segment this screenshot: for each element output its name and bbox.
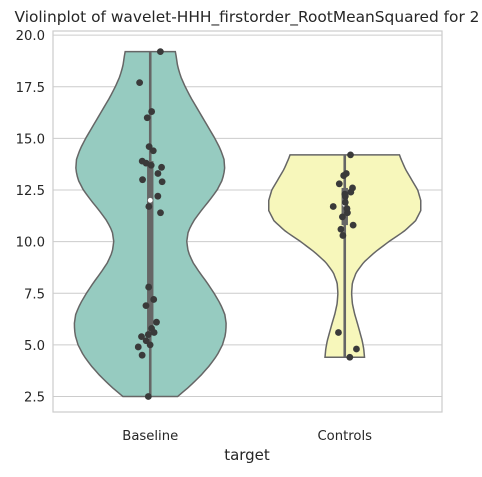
x-axis-label: target xyxy=(224,446,270,464)
data-point xyxy=(147,341,154,348)
data-point xyxy=(336,180,343,187)
data-point xyxy=(148,108,155,115)
data-point xyxy=(145,203,152,210)
data-point xyxy=(338,226,345,233)
y-tick-label: 2.5 xyxy=(24,391,45,406)
data-point xyxy=(158,164,165,171)
chart-title: Violinplot of wavelet-HHH_firstorder_Roo… xyxy=(15,8,480,27)
data-point xyxy=(143,302,150,309)
data-point xyxy=(148,162,155,169)
data-point xyxy=(139,176,146,183)
data-point xyxy=(154,193,161,200)
data-point xyxy=(145,393,152,400)
data-point xyxy=(150,147,157,154)
data-point xyxy=(136,79,143,86)
data-point xyxy=(353,346,360,353)
data-point xyxy=(151,329,158,336)
y-tick-label: 7.5 xyxy=(24,287,45,302)
y-tick-label: 12.5 xyxy=(16,184,45,199)
data-point xyxy=(340,172,347,179)
data-point xyxy=(145,331,152,338)
x-tick-label: Controls xyxy=(317,429,372,444)
data-point xyxy=(342,193,349,200)
data-point xyxy=(347,189,354,196)
data-point xyxy=(155,170,162,177)
data-point xyxy=(150,296,157,303)
data-point xyxy=(145,284,152,291)
y-tick-label: 20.0 xyxy=(16,29,45,44)
y-tick-label: 17.5 xyxy=(16,81,45,96)
data-point xyxy=(339,232,346,239)
data-point xyxy=(339,213,346,220)
violin-median xyxy=(148,198,153,203)
data-point xyxy=(157,48,164,55)
violin-iqr-box xyxy=(147,161,153,334)
data-point xyxy=(350,222,357,229)
y-tick-label: 10.0 xyxy=(16,236,45,251)
data-point xyxy=(139,352,146,359)
x-tick-label: Baseline xyxy=(122,429,178,444)
data-point xyxy=(330,203,337,210)
data-point xyxy=(144,114,151,121)
y-tick-label: 15.0 xyxy=(16,132,45,147)
data-point xyxy=(347,152,354,159)
data-point xyxy=(157,209,164,216)
data-point xyxy=(335,329,342,336)
data-point xyxy=(342,199,349,206)
data-point xyxy=(153,319,160,326)
y-tick-label: 5.0 xyxy=(24,339,45,354)
data-point xyxy=(135,344,142,351)
data-point xyxy=(346,354,353,361)
data-point xyxy=(159,178,166,185)
